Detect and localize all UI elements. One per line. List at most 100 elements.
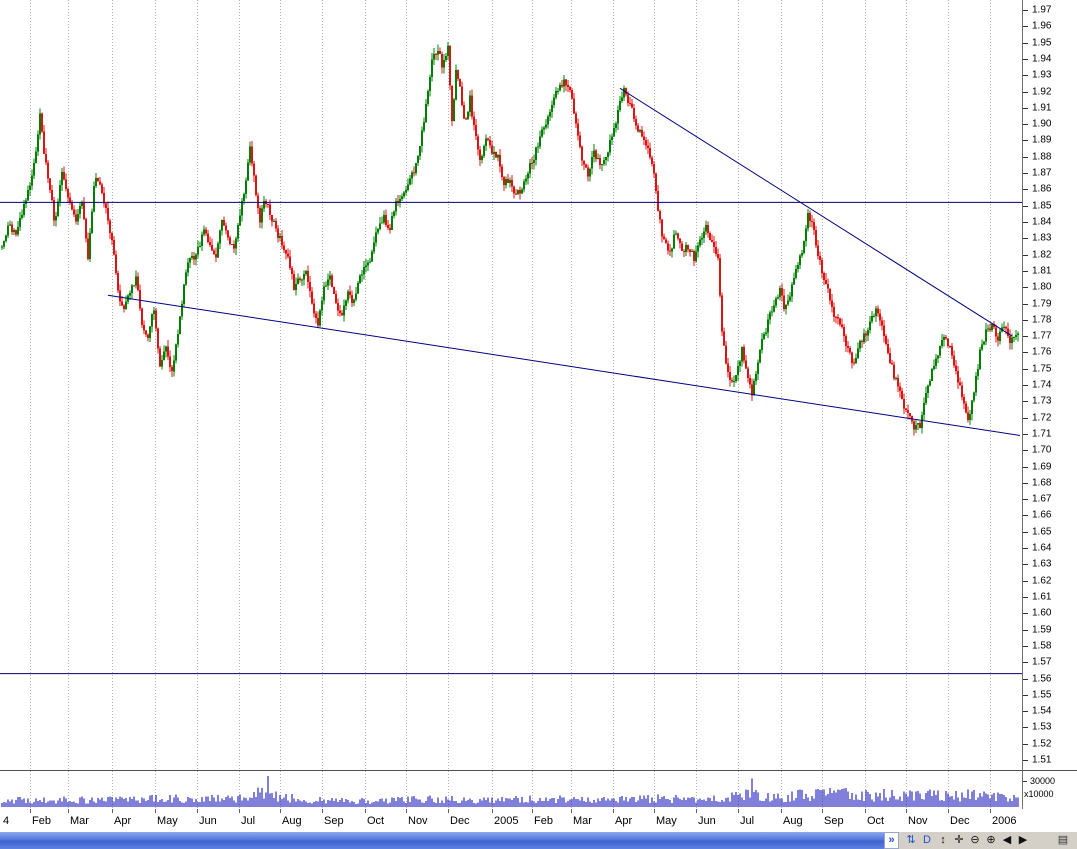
price-tick	[1023, 433, 1028, 435]
price-tick-label: 1.54	[1032, 705, 1052, 717]
time-tick	[571, 809, 572, 813]
price-tick-label: 1.63	[1032, 558, 1052, 570]
time-tick	[906, 809, 907, 813]
price-tick	[1023, 531, 1028, 533]
time-axis-label: 2005	[494, 815, 519, 827]
time-tick	[613, 809, 614, 813]
price-tick	[1023, 760, 1028, 761]
price-tick	[1023, 319, 1028, 321]
price-tick-label: 1.90	[1032, 118, 1052, 130]
candlestick-chart[interactable]	[0, 0, 1022, 770]
price-tick	[1023, 140, 1028, 142]
price-tick-label: 1.62	[1032, 575, 1052, 587]
price-tick-label: 1.70	[1032, 444, 1052, 456]
price-tick-label: 1.93	[1032, 69, 1052, 81]
price-tick	[1023, 270, 1028, 272]
time-tick	[654, 809, 655, 813]
time-tick	[781, 809, 782, 813]
price-tick	[1023, 385, 1028, 386]
time-axis-label: 2006	[992, 815, 1017, 827]
time-tick	[865, 809, 866, 813]
zoom-in-icon[interactable]: ⊕	[986, 834, 996, 846]
volume-plot	[0, 771, 1022, 808]
price-tick-label: 1.89	[1032, 134, 1052, 146]
time-axis-label: Mar	[573, 815, 592, 827]
zoom-out-icon[interactable]: ⊖	[970, 834, 980, 846]
price-tick-label: 1.71	[1032, 428, 1052, 440]
chart-toolbar: ⇅ D ↕ ✛ ⊖ ⊕ ◀ ▶ ▤	[899, 832, 1077, 849]
price-tick-label: 1.83	[1032, 232, 1052, 244]
price-tick-label: 1.59	[1032, 624, 1052, 636]
step-right-icon[interactable]: ▶	[1018, 834, 1028, 846]
price-tick	[1023, 450, 1028, 452]
time-axis-label: Dec	[450, 815, 470, 827]
bottom-bar: » ⇅ D ↕ ✛ ⊖ ⊕ ◀ ▶ ▤	[0, 832, 1077, 849]
price-tick	[1023, 75, 1028, 77]
price-tick-label: 1.81	[1032, 265, 1052, 277]
time-tick	[948, 809, 949, 813]
price-tick-label: 1.52	[1032, 738, 1052, 750]
candlestick-plot[interactable]	[0, 0, 1022, 770]
price-tick-label: 1.84	[1032, 216, 1052, 228]
price-tick	[1023, 205, 1028, 207]
time-tick	[322, 809, 323, 813]
price-tick	[1023, 173, 1028, 174]
time-axis-label: Jun	[199, 815, 217, 827]
scrollbar-thumb[interactable]	[0, 832, 884, 849]
price-tick	[1023, 287, 1028, 289]
time-tick	[822, 809, 823, 813]
time-axis-label: Aug	[282, 815, 302, 827]
price-axis[interactable]: 1.97 1.96 1.95 1.94 1.93 1.92 1.91 1.90 1.89 1.88…	[1022, 0, 1077, 770]
time-axis-label: May	[656, 815, 677, 827]
price-tick	[1023, 303, 1028, 305]
price-tick	[1023, 596, 1028, 598]
horizontal-scrollbar[interactable]: »	[0, 832, 899, 849]
price-tick	[1023, 91, 1028, 93]
price-tick-label: 1.85	[1032, 200, 1052, 212]
time-axis-label: Oct	[867, 815, 885, 827]
price-tick	[1023, 336, 1028, 338]
daily-period-icon[interactable]: D	[923, 834, 931, 846]
price-tick	[1023, 401, 1028, 403]
price-tick	[1023, 694, 1028, 696]
time-axis-label: Mar	[70, 815, 89, 827]
price-tick-label: 1.82	[1032, 249, 1052, 261]
price-tick-label: 1.80	[1032, 281, 1052, 293]
time-axis-label: Jul	[241, 815, 256, 827]
step-left-icon[interactable]: ◀	[1002, 834, 1012, 846]
pan-icon[interactable]: ✛	[954, 834, 964, 846]
price-tick-label: 1.86	[1032, 183, 1052, 195]
time-tick	[68, 809, 69, 813]
price-tick	[1023, 254, 1028, 256]
price-tick	[1023, 10, 1028, 11]
price-tick	[1023, 482, 1028, 484]
time-axis-label: Nov	[408, 815, 428, 827]
price-tick	[1023, 466, 1028, 468]
volume-panel[interactable]	[0, 770, 1022, 811]
price-tick-label: 1.64	[1032, 542, 1052, 554]
time-tick	[406, 809, 407, 813]
time-axis-label: Feb	[534, 815, 553, 827]
time-tick	[365, 809, 366, 813]
vertical-fit-icon[interactable]: ↕	[940, 834, 946, 846]
scroll-to-end-button[interactable]: »	[884, 832, 899, 849]
price-tick-label: 1.97	[1032, 4, 1052, 16]
price-tick-label: 1.58	[1032, 640, 1052, 652]
time-axis-label: Nov	[908, 815, 928, 827]
price-tick	[1023, 499, 1028, 501]
price-tick	[1023, 238, 1028, 240]
price-tick	[1023, 743, 1028, 745]
price-tick-label: 1.88	[1032, 151, 1052, 163]
time-tick	[30, 809, 31, 813]
price-tick-label: 1.77	[1032, 330, 1052, 342]
price-tick-label: 1.61	[1032, 591, 1052, 603]
price-tick	[1023, 678, 1028, 680]
price-tick-label: 1.91	[1032, 102, 1052, 114]
price-tick-label: 1.74	[1032, 379, 1052, 391]
price-tick	[1023, 222, 1028, 223]
refresh-icon[interactable]: ⇅	[906, 834, 916, 846]
price-tick-label: 1.68	[1032, 477, 1052, 489]
time-tick	[239, 809, 240, 813]
time-tick	[112, 809, 113, 813]
data-sheet-icon[interactable]: ▤	[1057, 834, 1069, 846]
